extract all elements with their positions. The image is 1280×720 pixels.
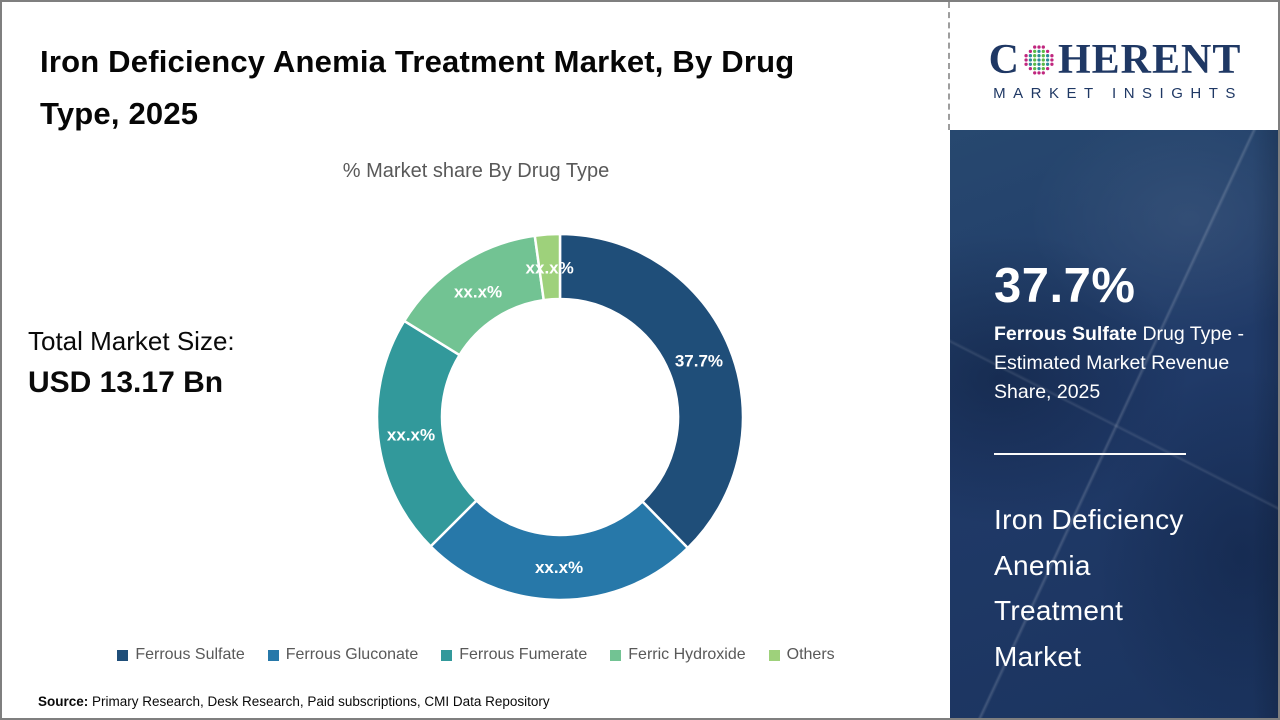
legend-color-chip [117, 649, 129, 661]
globe-dot [1033, 66, 1037, 70]
globe-dot [1028, 66, 1033, 70]
globe-dot [1037, 70, 1041, 75]
market-name: Iron Deficiency Anemia Treatment Market [994, 504, 1184, 672]
legend-item-ferrous-fumerate: Ferrous Fumerate [441, 646, 587, 664]
donut-slice-ferrous-gluconate [429, 499, 690, 602]
source-prefix: Source: [38, 694, 89, 709]
total-market-size-label: Total Market Size: [28, 326, 235, 356]
globe-dot [1033, 53, 1037, 57]
globe-dot [1028, 53, 1033, 57]
globe-dot [1024, 53, 1028, 57]
globe-dot [1033, 44, 1037, 49]
chart-legend: Ferrous Sulfate Ferrous Gluconate Ferrous … [2, 646, 950, 664]
legend-label: Ferric Hydroxide [628, 646, 746, 663]
legend-item-ferric-hydroxide: Ferric Hydroxide [610, 646, 746, 664]
globe-dot [1033, 62, 1037, 66]
globe-dot [1028, 62, 1033, 66]
globe-dot [1024, 62, 1028, 66]
globe-dot [1033, 49, 1037, 53]
total-market-size: Total Market Size: USD 13.17 Bn [28, 326, 235, 400]
globe-dot [1045, 66, 1050, 70]
donut-chart: 37.7% xx.x% xx.x% xx.x% xx.x% [360, 217, 760, 617]
coherent-logo: C HERENT MARKET INSIGHTS [948, 2, 1278, 130]
globe-dot [1037, 62, 1041, 66]
globe-dot [1037, 53, 1041, 57]
slice-label: xx.x% [535, 558, 583, 577]
donut-slice-ferrous-sulfate [558, 232, 745, 550]
total-market-size-value: USD 13.17 Bn [28, 366, 224, 399]
globe-dot [1045, 53, 1050, 57]
logo-tagline: MARKET INSIGHTS [993, 84, 1243, 102]
coherent-logo-wordmark: C HERENT [989, 39, 1242, 81]
globe-dot [1045, 62, 1050, 66]
legend-item-others: Others [768, 646, 835, 664]
slice-label: xx.x% [526, 258, 574, 277]
page-title: Iron Deficiency Anemia Treatment Market,… [40, 44, 795, 131]
legend-item-ferrous-sulfate: Ferrous Sulfate [117, 646, 245, 664]
donut-chart-svg: 37.7% xx.x% xx.x% xx.x% xx.x% [375, 232, 745, 602]
highlight-panel: 37.7% Ferrous Sulfate Drug Type - Estima… [950, 130, 1278, 718]
highlight-description-rest: Drug Type - Estimated Market Revenue Sha… [994, 323, 1244, 403]
globe-dot [1041, 44, 1045, 49]
globe-dot [1024, 57, 1028, 62]
logo-letter-c: C [988, 36, 1020, 83]
globe-dot [1050, 62, 1054, 66]
legend-item-ferrous-gluconate: Ferrous Gluconate [267, 646, 419, 664]
globe-dot [1033, 57, 1037, 62]
globe-dot [1037, 66, 1041, 70]
globe-dot [1045, 57, 1050, 62]
source-text: Primary Research, Desk Research, Paid su… [88, 694, 550, 709]
highlight-description: Ferrous Sulfate Drug Type - Estimated Ma… [994, 320, 1252, 407]
legend-label: Others [786, 646, 835, 663]
globe-dot [1041, 66, 1045, 70]
source-note: Source: Primary Research, Desk Research,… [38, 694, 550, 709]
slice-label: xx.x% [387, 425, 435, 444]
globe-dot [1045, 49, 1050, 53]
globe-dot [1041, 57, 1045, 62]
globe-dot [1037, 57, 1041, 62]
globe-dot [1041, 62, 1045, 66]
globe-dot [1028, 49, 1033, 53]
slice-label: xx.x% [454, 282, 502, 301]
globe-dot [1037, 49, 1041, 53]
globe-dot [1041, 70, 1045, 75]
coherent-logo-globe-icon [1024, 44, 1054, 75]
logo-letters-rest: HERENT [1057, 36, 1242, 83]
globe-dot [1041, 53, 1045, 57]
legend-color-chip [768, 649, 780, 661]
legend-color-chip [610, 649, 622, 661]
divider [994, 453, 1186, 455]
slice-label: 37.7% [675, 351, 723, 370]
globe-dot [1050, 53, 1054, 57]
legend-label: Ferrous Gluconate [285, 646, 419, 663]
globe-dot [1037, 44, 1041, 49]
legend-label: Ferrous Fumerate [459, 646, 588, 663]
globe-dot [1050, 57, 1054, 62]
globe-dot [1033, 70, 1037, 75]
chart-title: % Market share By Drug Type [342, 160, 610, 182]
highlight-value: 37.7% [994, 259, 1136, 313]
highlight-description-bold: Ferrous Sulfate [994, 323, 1138, 345]
legend-label: Ferrous Sulfate [135, 646, 245, 663]
legend-color-chip [441, 649, 453, 661]
globe-dot [1028, 57, 1033, 62]
legend-color-chip [267, 649, 279, 661]
donut-slice-others [533, 232, 562, 302]
globe-dot [1041, 49, 1045, 53]
